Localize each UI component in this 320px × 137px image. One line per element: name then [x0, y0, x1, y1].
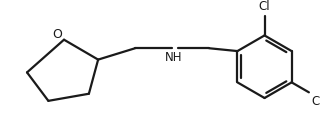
Text: Cl: Cl: [311, 95, 320, 108]
Text: Cl: Cl: [259, 0, 270, 13]
Text: O: O: [53, 28, 62, 41]
Text: NH: NH: [165, 51, 183, 64]
